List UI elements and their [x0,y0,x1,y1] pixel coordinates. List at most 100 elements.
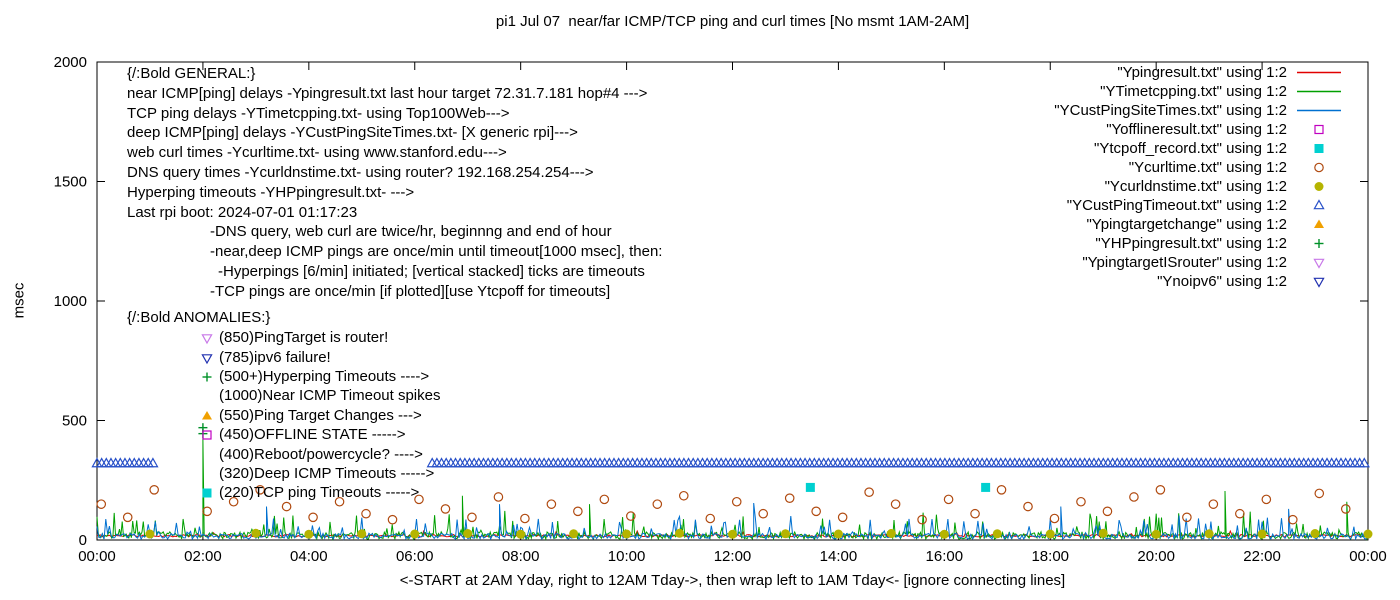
triangle-down-icon [199,350,216,365]
legend-item: "Ycurldnstime.txt" using 1:2 [1054,177,1342,196]
annotation-line: Last rpi boot: 2024-07-01 01:17:23 [127,203,358,221]
x-tick-label: 02:00 [184,548,222,565]
anomaly-line: (320)Deep ICMP Timeouts -----> [199,464,440,483]
blue-line-sample-icon [1296,103,1342,118]
triangle-down-icon [1296,255,1342,270]
chart-title: pi1 Jul 07 near/far ICMP/TCP ping and cu… [495,13,970,30]
legend-item-label: "Ynoipv6" using 1:2 [1157,273,1287,290]
no-icon [199,447,216,462]
anomaly-line: (500+)Hyperping Timeouts ----> [199,367,440,386]
legend-item: "Ycurltime.txt" using 1:2 [1054,158,1342,177]
legend-item-label: "Yofflineresult.txt" using 1:2 [1106,121,1287,138]
annotation-line: DNS query times -Ycurldnstime.txt- using… [127,163,594,181]
legend-item: "YCustPingTimeout.txt" using 1:2 [1054,196,1342,215]
green-line-sample-icon [1296,84,1342,99]
y-tick-label: 2000 [54,54,87,71]
legend-item-label: "YCustPingSiteTimes.txt" using 1:2 [1054,102,1287,119]
x-tick-label: 08:00 [502,548,540,565]
x-tick-label: 04:00 [290,548,328,565]
legend-item: "Yofflineresult.txt" using 1:2 [1054,120,1342,139]
x-tick-label: 10:00 [608,548,646,565]
series-Ycurldnstime.txt [145,528,1373,539]
triangle-down-icon [1296,274,1342,289]
anomaly-text: (450)OFFLINE STATE -----> [219,426,406,444]
annotation-line: -Hyperpings [6/min] initiated; [vertical… [218,262,645,280]
open-circle-icon [1296,160,1342,175]
x-tick-label: 00:00 [78,548,116,565]
legend: "Ypingresult.txt" using 1:2 "YTimetcppin… [1054,63,1342,291]
legend-item-label: "YTimetcpping.txt" using 1:2 [1100,83,1287,100]
legend-item-label: "Ycurldnstime.txt" using 1:2 [1104,178,1287,195]
anomaly-text: (320)Deep ICMP Timeouts -----> [219,464,435,482]
anomaly-text: (1000)Near ICMP Timeout spikes [219,387,441,405]
triangle-up-icon [1296,198,1342,213]
legend-item: "Ypingresult.txt" using 1:2 [1054,63,1342,82]
legend-item: "Ytcpoff_record.txt" using 1:2 [1054,139,1342,158]
x-tick-label: 16:00 [926,548,964,565]
legend-item-label: "YCustPingTimeout.txt" using 1:2 [1066,197,1287,214]
y-tick-label: 1500 [54,174,87,191]
x-tick-label: 18:00 [1031,548,1069,565]
legend-item-label: "YHPpingresult.txt" using 1:2 [1095,235,1287,252]
anomaly-text: (850)PingTarget is router! [219,329,389,347]
annotation-line: near ICMP[ping] delays -Ypingresult.txt … [127,84,648,102]
x-tick-label: 12:00 [714,548,752,565]
series-Ytcpoff_record.txt [805,482,991,492]
legend-item-label: "YpingtargetISrouter" using 1:2 [1082,254,1287,271]
series-YCustPingTimeout.txt [91,457,1370,468]
legend-item: "Ypingtargetchange" using 1:2 [1054,215,1342,234]
legend-item: "YHPpingresult.txt" using 1:2 [1054,234,1342,253]
annotation-line: -near,deep ICMP pings are once/min until… [210,243,663,261]
axes: 00:00 02:00 04:00 06:00 08:00 10:00 12:00 14:00… [54,54,1387,565]
anomaly-line: (550)Ping Target Changes ---> [199,406,440,425]
annotation-line: deep ICMP[ping] delays -YCustPingSiteTim… [127,124,578,142]
legend-item: "YTimetcpping.txt" using 1:2 [1054,82,1342,101]
triangle-down-icon [199,330,216,345]
y-tick-label: 0 [79,532,87,549]
legend-item: "Ynoipv6" using 1:2 [1054,272,1342,291]
x-tick-label: 00:00 [1349,548,1387,565]
anomalies-list: (850)PingTarget is router! (785)ipv6 fai… [199,328,440,503]
legend-item-label: "Ypingtargetchange" using 1:2 [1086,216,1287,233]
legend-item-label: "Ypingresult.txt" using 1:2 [1117,64,1287,81]
x-tick-label: 14:00 [820,548,858,565]
plus-icon [1296,236,1342,251]
anomaly-text: (220)TCP ping Timeouts -----> [219,484,420,502]
anomaly-line: (220)TCP ping Timeouts -----> [199,483,440,502]
anomaly-line: (850)PingTarget is router! [199,328,440,347]
annotation-line: {/:Bold GENERAL:} [127,65,256,82]
open-square-icon [1296,122,1342,137]
x-tick-label: 06:00 [396,548,434,565]
x-tick-label: 20:00 [1137,548,1175,565]
filled-square-icon [199,485,216,500]
filled-square-icon [1296,141,1342,156]
anomaly-line: (785)ipv6 failure! [199,347,440,366]
series-Ycurltime.txt [96,485,1351,525]
no-icon [199,388,216,403]
anomalies-header: {/:Bold ANOMALIES:} [127,309,271,326]
anomaly-text: (400)Reboot/powercycle? ----> [219,445,423,463]
y-axis-label: msec [10,282,28,319]
annotation-line: web curl times -Ycurltime.txt- using www… [127,144,507,162]
filled-triangle-icon [199,408,216,423]
legend-item: "YCustPingSiteTimes.txt" using 1:2 [1054,101,1342,120]
plus-icon [199,369,216,384]
filled-circle-icon [1296,179,1342,194]
general-annotations: {/:Bold GENERAL:} near ICMP[ping] delays… [127,64,662,302]
x-axis-label: <-START at 2AM Yday, right to 12AM Tday-… [399,572,1066,589]
anomaly-text: (550)Ping Target Changes ---> [219,406,422,424]
legend-item-label: "Ytcpoff_record.txt" using 1:2 [1094,140,1287,157]
red-line-sample-icon [1296,65,1342,80]
x-tick-label: 22:00 [1243,548,1281,565]
anomaly-text: (785)ipv6 failure! [219,348,331,366]
legend-item: "YpingtargetISrouter" using 1:2 [1054,253,1342,272]
anomaly-text: (500+)Hyperping Timeouts ----> [219,367,430,385]
annotation-line: Hyperping timeouts -YHPpingresult.txt- -… [127,183,415,201]
y-tick-label: 500 [62,413,87,430]
y-tick-label: 1000 [54,293,87,310]
annotation-line: -DNS query, web curl are twice/hr, begin… [210,223,612,241]
anomaly-line: (450)OFFLINE STATE -----> [199,425,440,444]
no-icon [199,466,216,481]
